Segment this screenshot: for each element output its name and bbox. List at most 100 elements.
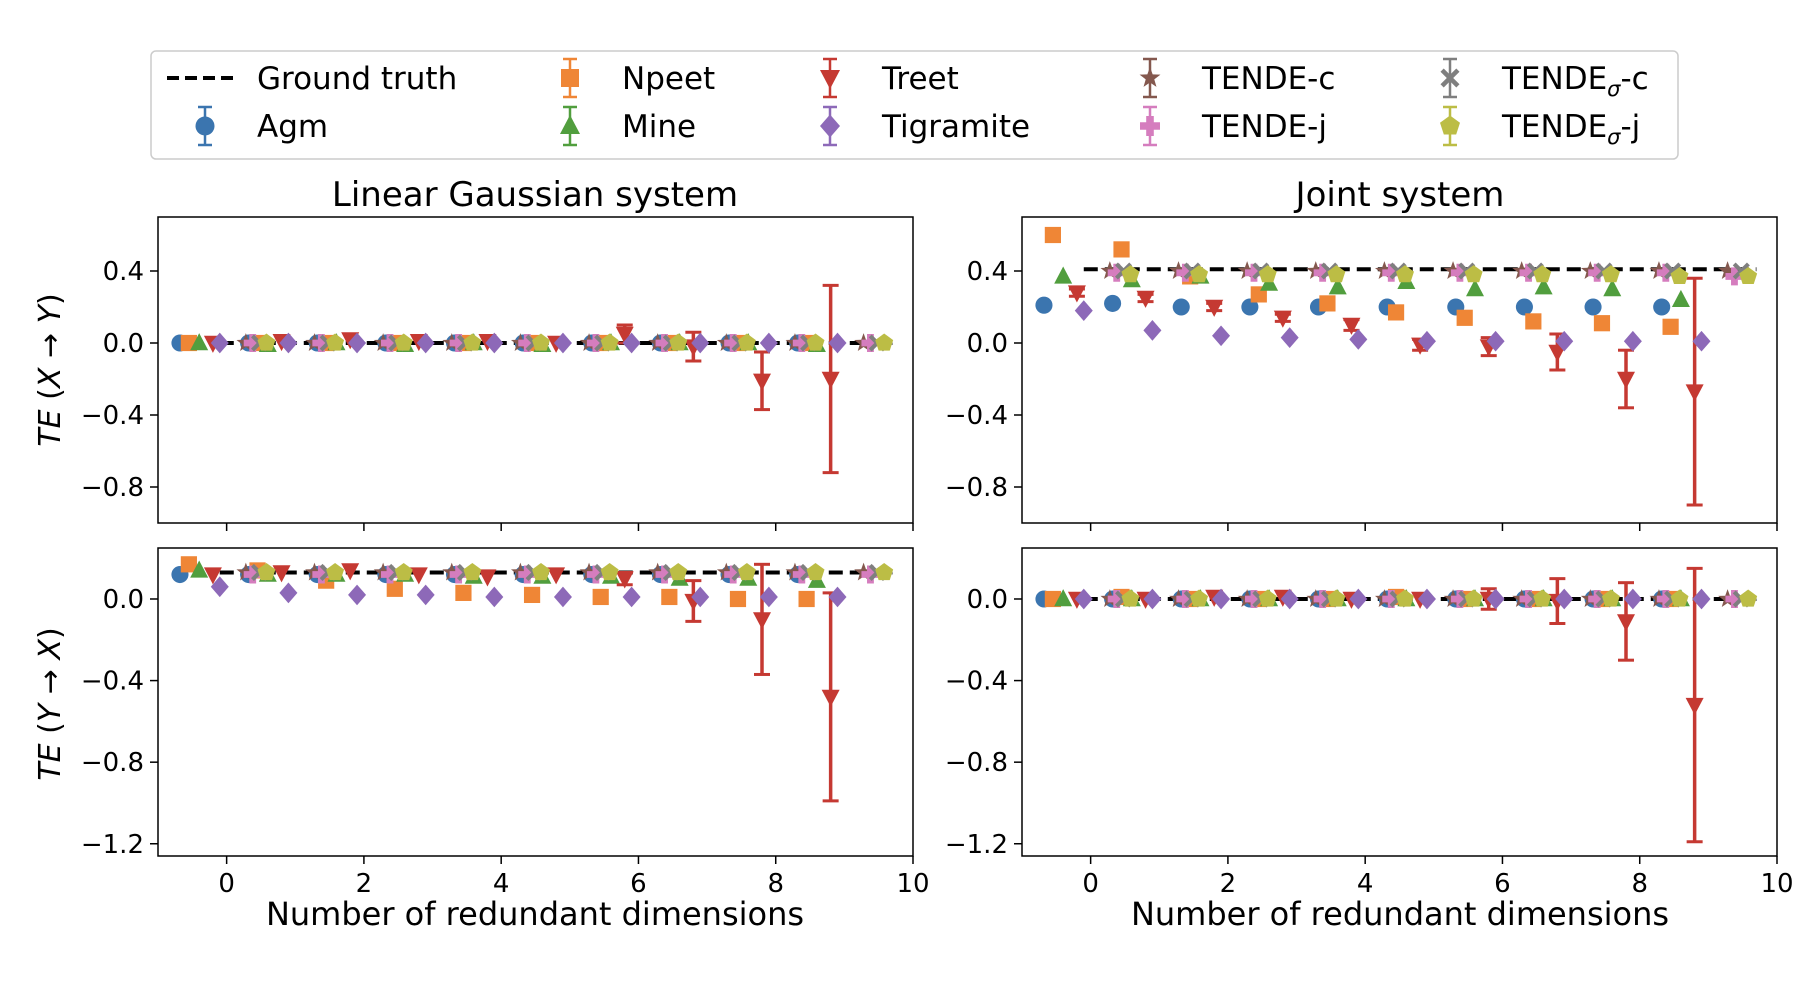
data-point [753, 373, 771, 391]
y-tick-label: 0.0 [103, 329, 144, 359]
data-point [821, 689, 840, 707]
data-point [1121, 589, 1140, 607]
data-point [759, 332, 778, 354]
legend-label-mine: Mine [622, 109, 696, 145]
data-point [600, 563, 619, 581]
data-point [861, 334, 880, 352]
data-point [553, 332, 572, 354]
data-point [1718, 261, 1737, 280]
data-point [737, 333, 756, 351]
data-point [279, 332, 298, 354]
data-point [1244, 263, 1263, 282]
series-tende-j [257, 563, 894, 581]
series-treet [203, 562, 840, 803]
series-tigramite [1074, 300, 1711, 352]
series-npeet [180, 556, 815, 608]
legend-label-tende-sj: TENDEσ-j [1501, 109, 1640, 149]
data-point [210, 332, 229, 354]
data-point [1533, 265, 1552, 283]
panel-lg-yx: 0.0 −0.4 −0.8 −1.2 0 2 4 6 8 10 [81, 547, 930, 899]
data-point [1258, 589, 1277, 607]
series-tende-j [243, 334, 880, 352]
series-tende-j [257, 333, 894, 351]
data-point [326, 563, 345, 581]
data-point [1104, 294, 1122, 312]
data-point [1464, 265, 1483, 283]
data-point [341, 563, 360, 581]
legend-marker-pentagon [1440, 115, 1460, 135]
x-tick-label: 8 [767, 869, 784, 899]
data-point [1533, 589, 1552, 607]
title-joint: Joint system [1294, 175, 1505, 215]
data-point [1417, 330, 1436, 352]
data-point [243, 334, 262, 352]
series-tende-j [1107, 589, 1744, 608]
ylabel-bottom: TE (Y → X) [33, 627, 68, 780]
data-point [1739, 266, 1758, 285]
data-point [655, 565, 674, 584]
data-point [1190, 265, 1209, 283]
data-point [724, 334, 743, 352]
ylabel-top: TE (X → Y) [33, 293, 68, 446]
data-point [875, 333, 894, 351]
x-tick-label: 8 [1631, 869, 1648, 899]
series-treet [1067, 566, 1704, 844]
data-point [449, 565, 468, 584]
data-point [792, 334, 811, 352]
data-point [622, 332, 641, 354]
data-point [798, 590, 815, 608]
data-point [485, 586, 504, 608]
x-tick-label: 4 [1357, 869, 1374, 899]
axes-frame [1021, 547, 1778, 857]
legend-label-treet: Treet [881, 61, 959, 97]
data-point [1623, 588, 1642, 610]
legend-item-tende-j: TENDE-j [1140, 105, 1327, 147]
data-point [1273, 310, 1292, 328]
data-point [1603, 279, 1622, 297]
data-point [586, 334, 605, 352]
data-point [615, 571, 634, 589]
data-point [1450, 589, 1469, 608]
y-tick-label: 0.0 [103, 585, 144, 615]
xlabel-left: Number of redundant dimensions [266, 895, 804, 933]
data-point [1555, 588, 1574, 610]
data-point [1692, 588, 1711, 610]
data-point [1327, 589, 1346, 607]
legend-marker-square [561, 69, 579, 87]
legend-item-agm: Agm [195, 105, 328, 147]
data-point [1692, 330, 1711, 352]
data-point [806, 333, 825, 351]
legend-marker-star [1139, 67, 1161, 87]
data-point [861, 565, 880, 584]
y-tick-label: −0.8 [81, 748, 144, 778]
data-point [1486, 330, 1505, 352]
data-point [1382, 589, 1401, 608]
legend-item-tende-c: TENDE-c [1139, 57, 1335, 99]
data-point [1035, 296, 1053, 314]
data-point [1685, 697, 1704, 715]
data-point [1107, 263, 1126, 282]
data-point [1342, 317, 1361, 335]
data-point [1617, 371, 1635, 389]
data-point [518, 334, 537, 352]
data-point [1396, 589, 1414, 607]
x-tick-label: 6 [1494, 869, 1511, 899]
data-point [1244, 589, 1263, 608]
data-point [1074, 588, 1093, 610]
legend-frame [150, 50, 1679, 160]
data-point [1349, 588, 1368, 610]
data-point [724, 565, 743, 584]
legend-marker-triangle-down [820, 70, 840, 89]
data-point [1466, 279, 1484, 297]
x-tick-label: 0 [1082, 869, 1099, 899]
legend-item-gt: Ground truth [167, 61, 457, 97]
legend-label-tigramite: Tigramite [881, 109, 1030, 145]
data-point [449, 334, 468, 352]
data-point [532, 563, 550, 581]
data-point [691, 332, 710, 354]
svg-text:TE (Y → X): TE (Y → X) [33, 627, 68, 780]
data-point [1671, 289, 1690, 307]
data-point [478, 569, 497, 587]
panel-j-xy: 0.4 0.0 −0.4 −0.8 [945, 216, 1778, 531]
data-point [463, 333, 482, 351]
